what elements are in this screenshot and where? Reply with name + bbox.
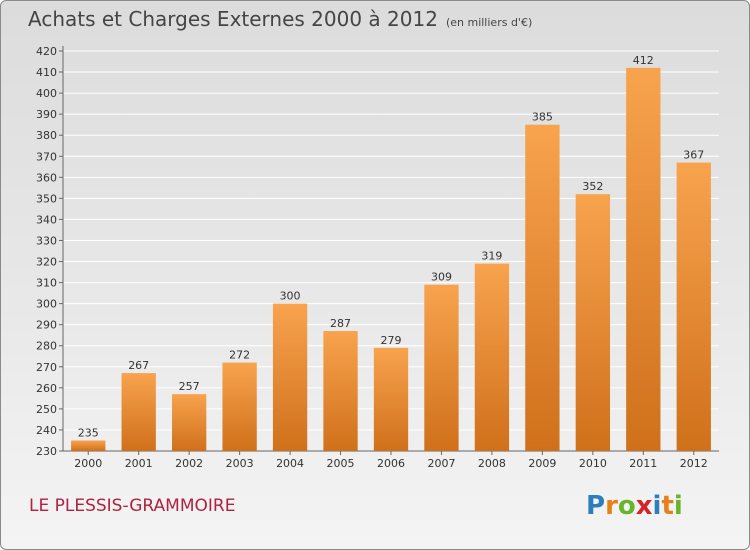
bar-2002 [171,394,207,451]
x-tick-label-2012: 2012 [680,457,708,470]
bar-2000 [71,440,106,451]
y-tick-label: 260 [36,382,57,395]
bar-2008 [474,263,510,451]
bar-2012 [676,162,711,451]
data-label-2003: 272 [229,349,250,362]
data-label-2005: 287 [330,317,351,330]
data-label-2002: 257 [179,380,200,393]
y-tick-label: 230 [36,445,57,458]
bar-2003 [222,362,257,451]
bar-2004 [272,303,308,451]
x-tick-label-2002: 2002 [175,457,203,470]
logo-letter: P [586,491,606,521]
y-tick-label: 360 [36,171,57,184]
data-label-2009: 385 [532,111,553,124]
data-label-2012: 367 [683,149,704,162]
chart-unit: (en milliers d'€) [445,16,533,29]
proxiti-logo[interactable]: Proxiti [586,491,683,521]
logo-letter: r [605,491,618,521]
data-labels: 235 267 257 272 300 287 279 309 319 385 352 412 367 [78,54,705,440]
logo-letter: x [635,491,653,521]
data-label-2004: 300 [280,290,301,303]
y-tick-label: 310 [36,277,57,290]
y-tick-label: 350 [36,192,57,205]
data-label-2010: 352 [582,180,603,193]
y-tick-label: 330 [36,234,57,247]
chart-title: Achats et Charges Externes 2000 à 2012 (e… [28,7,532,31]
y-tick-label: 410 [36,66,57,79]
x-tick-label-2004: 2004 [276,457,304,470]
data-label-2001: 267 [128,359,149,372]
y-tick-label: 380 [36,129,57,142]
x-tick-label-2007: 2007 [427,457,455,470]
x-tick-label-2009: 2009 [528,457,556,470]
y-tick-label: 340 [36,213,57,226]
bar-2006 [373,347,409,451]
bar-2011 [626,67,661,451]
x-axis: 2000 2001 2002 2003 2004 2005 2006 2007 2008 2009… [63,450,719,470]
x-tick-label-2008: 2008 [478,457,506,470]
logo-letter: o [617,491,636,521]
y-tick-label: 270 [36,361,57,374]
y-axis: 230 240 250 260 270 280 290 300 310 320 330 340 350 3… [36,45,64,458]
y-tick-label: 420 [36,45,57,58]
data-label-2011: 412 [633,54,654,67]
x-tick-label-2010: 2010 [579,457,607,470]
y-tick-label: 400 [36,87,57,100]
logo-letter: i [673,491,683,521]
x-tick-label-2003: 2003 [226,457,254,470]
logo-letter: t [661,491,674,521]
x-tick-label-2006: 2006 [377,457,405,470]
bar-2009 [525,124,560,452]
data-label-2000: 235 [78,426,99,439]
y-tick-label: 370 [36,150,57,163]
chart-title-text: Achats et Charges Externes 2000 à 2012 [28,7,438,31]
y-tick-label: 240 [36,424,57,437]
x-tick-label-2000: 2000 [74,457,102,470]
y-tick-label: 250 [36,403,57,416]
data-label-2008: 319 [481,250,502,263]
bar-2010 [575,194,611,451]
commune-name: LE PLESSIS-GRAMMOIRE [29,496,236,516]
x-tick-label-2005: 2005 [327,457,355,470]
data-label-2006: 279 [381,334,402,347]
bar-2005 [323,331,358,451]
logo-letter: i [652,491,662,521]
x-tick-label-2001: 2001 [125,457,153,470]
bars [71,67,711,452]
y-tick-label: 390 [36,108,57,121]
y-tick-label: 290 [36,319,57,332]
bar-2007 [424,284,459,451]
x-tick-label-2011: 2011 [629,457,657,470]
y-tick-label: 300 [36,298,57,311]
y-tick-label: 320 [36,256,57,269]
bar-2001 [121,373,156,451]
y-tick-label: 280 [36,340,57,353]
data-label-2007: 309 [431,271,452,284]
